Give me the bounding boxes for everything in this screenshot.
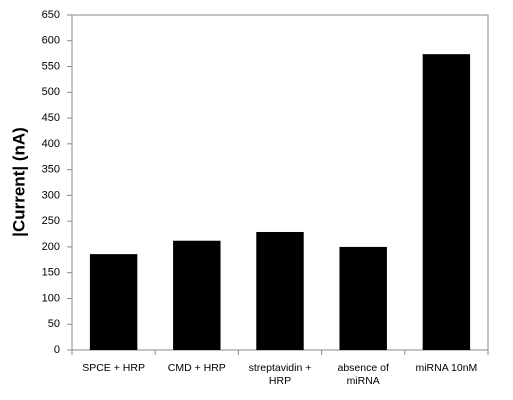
x-tick-label: SPCE + HRP bbox=[82, 362, 145, 374]
y-tick-label: 500 bbox=[42, 86, 60, 98]
y-axis-label: |Current| (nA) bbox=[9, 127, 28, 237]
y-tick-label: 100 bbox=[42, 292, 60, 304]
x-tick-label: miRNA 10nM bbox=[415, 362, 478, 374]
bar bbox=[256, 231, 304, 350]
y-tick-label: 400 bbox=[42, 138, 60, 150]
y-tick-label: 50 bbox=[48, 318, 60, 330]
y-tick-label: 150 bbox=[42, 267, 60, 279]
y-tick-label: 0 bbox=[54, 344, 60, 356]
bar bbox=[339, 246, 387, 350]
bar bbox=[422, 54, 471, 351]
y-tick-label: 300 bbox=[42, 189, 60, 201]
x-tick-label: CMD + HRP bbox=[167, 362, 226, 374]
bar bbox=[173, 240, 221, 350]
x-tick-label: absence of miRNA bbox=[337, 362, 389, 387]
y-tick-label: 250 bbox=[42, 215, 60, 227]
y-tick-label: 450 bbox=[42, 112, 60, 124]
y-tick-label: 350 bbox=[42, 164, 60, 176]
x-tick-label: streptavidin + HRP bbox=[248, 362, 312, 387]
y-tick-label: 550 bbox=[42, 60, 60, 72]
bar bbox=[89, 254, 138, 350]
y-tick-label: 200 bbox=[42, 241, 60, 253]
y-tick-label: 600 bbox=[42, 35, 60, 47]
y-tick-label: 650 bbox=[42, 9, 60, 21]
